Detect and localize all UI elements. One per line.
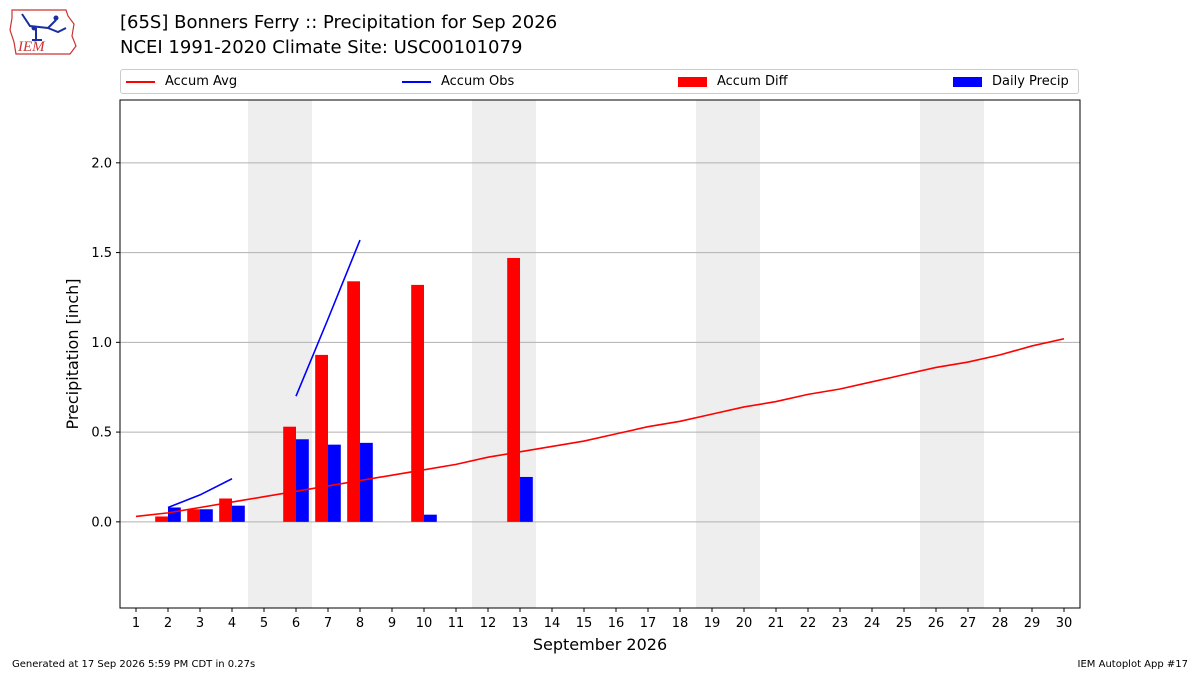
- generated-footer: Generated at 17 Sep 2026 5:59 PM CDT in …: [12, 659, 256, 670]
- y-tick-label: 2.0: [91, 156, 112, 171]
- x-tick-label: 30: [1056, 616, 1073, 631]
- daily-precip-bar: [328, 444, 341, 522]
- daily-precip-bar: [168, 507, 181, 522]
- legend-label-accum-diff: Accum Diff: [717, 74, 788, 89]
- accum-diff-bar: [411, 284, 424, 522]
- daily-precip-bar: [200, 509, 213, 522]
- x-tick-label: 22: [800, 616, 817, 631]
- legend-label-accum-obs: Accum Obs: [441, 74, 515, 89]
- legend-swatch-accum-diff: [678, 76, 707, 87]
- y-tick-label: 1.5: [91, 246, 112, 261]
- x-tick-label: 28: [992, 616, 1009, 631]
- iem-logo: IEM: [9, 9, 77, 55]
- legend-label-daily-precip: Daily Precip: [992, 74, 1069, 89]
- x-tick-label: 11: [448, 616, 465, 631]
- accum-diff-bar: [347, 281, 360, 522]
- x-axis-label: September 2026: [533, 635, 667, 654]
- x-tick-label: 15: [576, 616, 593, 631]
- x-tick-label: 26: [928, 616, 945, 631]
- x-tick-label: 10: [416, 616, 433, 631]
- app-footer: IEM Autoplot App #17: [1077, 659, 1188, 670]
- x-tick-label: 2: [164, 616, 172, 631]
- x-tick-label: 20: [736, 616, 753, 631]
- plot-frame: [119, 99, 1081, 609]
- x-tick-label: 17: [640, 616, 657, 631]
- chart-title: [65S] Bonners Ferry :: Precipitation for…: [120, 12, 558, 33]
- logo-text: IEM: [17, 39, 46, 55]
- legend-item-accum-obs: Accum Obs: [402, 74, 514, 89]
- legend: Accum Avg Accum Obs Accum Diff Daily Pre…: [120, 69, 1079, 94]
- accum-diff-bar: [155, 516, 168, 522]
- x-tick-label: 24: [864, 616, 881, 631]
- weekend-shade-0: [248, 100, 312, 608]
- legend-swatch-accum-obs: [402, 80, 431, 83]
- x-tick-label: 27: [960, 616, 977, 631]
- x-tick-label: 14: [544, 616, 561, 631]
- daily-precip-bar: [520, 476, 533, 522]
- x-tick-label: 8: [356, 616, 364, 631]
- weekend-shade-1: [472, 100, 536, 608]
- daily-precip-bar: [232, 505, 245, 522]
- x-tick-label: 7: [324, 616, 332, 631]
- x-tick-label: 23: [832, 616, 849, 631]
- legend-item-daily-precip: Daily Precip: [953, 74, 1069, 89]
- x-tick-label: 19: [704, 616, 721, 631]
- accum-diff-bar: [283, 426, 296, 522]
- accum-diff-bar: [507, 257, 520, 522]
- daily-precip-bar: [360, 442, 373, 522]
- y-tick-label: 1.0: [91, 336, 112, 351]
- x-tick-label: 16: [608, 616, 625, 631]
- legend-swatch-accum-avg: [126, 80, 155, 83]
- weekend-shade-3: [920, 100, 984, 608]
- accum-diff-bar: [315, 354, 328, 522]
- weekend-shade-2: [696, 100, 760, 608]
- legend-item-accum-avg: Accum Avg: [126, 74, 237, 89]
- y-tick-label: 0.5: [91, 426, 112, 441]
- legend-item-accum-diff: Accum Diff: [678, 74, 788, 89]
- x-tick-label: 18: [672, 616, 689, 631]
- x-tick-label: 3: [196, 616, 204, 631]
- chart-subtitle: NCEI 1991-2020 Climate Site: USC00101079: [120, 37, 523, 58]
- daily-precip-bar: [424, 514, 437, 522]
- x-tick-label: 12: [480, 616, 497, 631]
- accum-obs-line: [295, 239, 361, 397]
- daily-precip-bar: [296, 439, 309, 522]
- x-tick-label: 25: [896, 616, 913, 631]
- accum-avg-line: [135, 337, 1065, 518]
- y-axis-label: Precipitation [inch]: [63, 278, 82, 429]
- x-tick-label: 5: [260, 616, 268, 631]
- accum-obs-line: [167, 478, 233, 509]
- legend-swatch-daily-precip: [953, 76, 982, 87]
- x-tick-label: 1: [132, 616, 140, 631]
- accum-diff-bar: [187, 509, 200, 522]
- x-tick-label: 29: [1024, 616, 1041, 631]
- x-tick-label: 21: [768, 616, 785, 631]
- x-tick-label: 6: [292, 616, 300, 631]
- legend-label-accum-avg: Accum Avg: [165, 74, 238, 89]
- x-tick-label: 4: [228, 616, 236, 631]
- x-tick-label: 9: [388, 616, 396, 631]
- y-tick-label: 0.0: [91, 515, 112, 530]
- x-tick-label: 13: [512, 616, 529, 631]
